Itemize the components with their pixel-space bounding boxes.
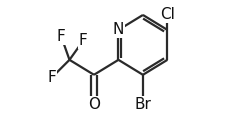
Text: O: O — [88, 97, 99, 112]
Text: F: F — [57, 29, 65, 44]
Text: Cl: Cl — [159, 7, 174, 22]
Text: N: N — [112, 22, 124, 37]
Text: F: F — [78, 33, 87, 48]
Text: F: F — [47, 70, 56, 85]
Text: Br: Br — [134, 97, 151, 112]
